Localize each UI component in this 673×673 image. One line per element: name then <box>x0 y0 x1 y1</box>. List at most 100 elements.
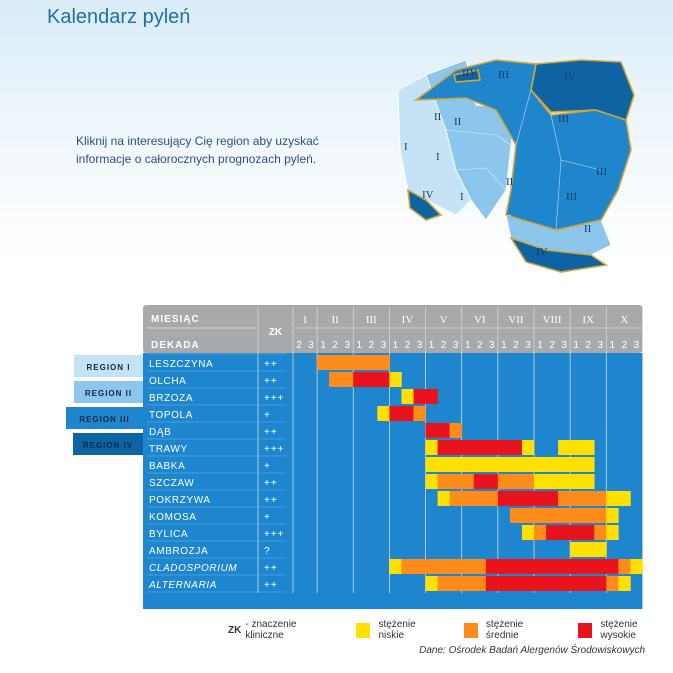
map-region-iv[interactable] <box>407 59 635 273</box>
pollen-cell <box>546 508 559 523</box>
pollen-cell <box>606 508 619 523</box>
decade-label: 3 <box>417 340 423 351</box>
decade-label: 2 <box>405 340 411 351</box>
decade-label: 1 <box>356 340 362 351</box>
plant-zk: ++ <box>264 359 278 370</box>
region-tab[interactable] <box>74 355 143 377</box>
plant-name[interactable]: POKRZYWA <box>149 495 211 506</box>
pollen-cell <box>449 457 462 472</box>
pollen-cell <box>497 576 511 591</box>
pollen-cell <box>606 491 619 506</box>
pollen-cell <box>437 474 450 489</box>
map-label: III <box>566 191 577 203</box>
plant-name[interactable]: TRAWY <box>149 444 188 455</box>
map-label: IV <box>422 189 434 201</box>
map-label: IV <box>536 246 548 258</box>
plant-zk: ? <box>264 546 271 557</box>
pollen-cell <box>582 525 595 540</box>
plant-zk: +++ <box>264 529 285 540</box>
pollen-cell <box>521 508 535 523</box>
plant-zk: ++ <box>264 478 278 489</box>
decade-label: 3 <box>381 340 387 351</box>
pollen-cell <box>461 491 475 506</box>
plant-name[interactable]: TOPOLA <box>149 410 193 421</box>
region-tab-label[interactable]: REGION I <box>86 363 130 372</box>
pollen-cell <box>425 440 438 455</box>
region-tab[interactable] <box>73 433 143 455</box>
pollen-cell <box>341 355 354 370</box>
pollen-cell <box>509 474 523 489</box>
plant-zk: +++ <box>264 393 285 404</box>
pollen-cell <box>509 440 523 455</box>
plant-name[interactable]: ALTERNARIA <box>148 580 217 591</box>
pollen-cell <box>521 491 535 506</box>
region-tab[interactable] <box>66 407 143 429</box>
pollen-cell <box>485 457 499 472</box>
pollen-cell <box>582 542 595 557</box>
pollen-cell <box>317 355 330 370</box>
table-header-bg <box>143 305 643 353</box>
pollen-cell <box>558 474 571 489</box>
map-label: III <box>596 166 607 178</box>
pollen-cell <box>606 525 619 540</box>
region-tab-label[interactable]: REGION III <box>79 415 129 424</box>
pollen-cell <box>594 559 607 574</box>
pollen-cell <box>413 389 426 404</box>
month-label: V <box>440 314 448 326</box>
pollen-cell <box>413 406 426 421</box>
map-region-iii[interactable] <box>413 59 632 231</box>
plant-name[interactable]: KOMOSA <box>149 512 197 523</box>
pollen-cell <box>437 576 450 591</box>
region-tab-label[interactable]: REGION IV <box>83 441 133 450</box>
map-label: I <box>460 191 464 203</box>
pollen-cell <box>521 440 535 455</box>
month-label: II <box>332 314 340 326</box>
decade-label: 3 <box>597 340 603 351</box>
pollen-cell <box>594 542 607 557</box>
plant-name[interactable]: AMBROZJA <box>149 546 208 557</box>
pollen-cell <box>485 559 499 574</box>
month-label: I <box>303 314 307 326</box>
pollen-cell <box>389 372 402 387</box>
plant-name[interactable]: OLCHA <box>149 376 186 387</box>
pollen-cell <box>570 491 583 506</box>
plant-name[interactable]: BABKA <box>149 461 185 472</box>
plant-name[interactable]: BYLICA <box>149 529 188 540</box>
pollen-cell <box>521 559 535 574</box>
pollen-cell <box>485 440 499 455</box>
pollen-cell <box>546 474 559 489</box>
plant-name[interactable]: CLADOSPORIUM <box>149 563 237 574</box>
plant-zk: ++ <box>264 376 278 387</box>
pollen-cell <box>353 372 366 387</box>
pollen-cell <box>509 508 523 523</box>
map-label: II <box>454 116 462 128</box>
legend-zk-text: - znaczenie kliniczne <box>245 619 297 641</box>
pollen-cell <box>570 559 583 574</box>
pollen-cell <box>582 559 595 574</box>
header-zk-label: ZK <box>269 327 283 338</box>
pollen-cell <box>570 576 583 591</box>
pollen-cell <box>558 491 571 506</box>
map-label: III <box>558 113 569 125</box>
pollen-cell <box>329 372 342 387</box>
decade-label: 2 <box>549 340 555 351</box>
pollen-cell <box>449 474 462 489</box>
pollen-cell <box>546 457 559 472</box>
pollen-cell <box>377 355 390 370</box>
pollen-cell <box>485 474 499 489</box>
header-month-label: MIESIĄC <box>151 314 200 325</box>
region-tab-label[interactable]: REGION II <box>85 389 132 398</box>
plant-name[interactable]: LESZCZYNA <box>149 359 213 370</box>
pollen-cell <box>594 491 607 506</box>
plant-name[interactable]: SZCZAW <box>149 478 194 489</box>
pollen-cell <box>534 525 547 540</box>
pollen-cell <box>558 576 571 591</box>
pollen-cell <box>473 474 487 489</box>
plant-zk: + <box>264 410 271 421</box>
pollen-cell <box>582 508 595 523</box>
region-tab[interactable] <box>74 381 143 403</box>
plant-name[interactable]: BRZOZA <box>149 393 193 404</box>
pollen-cell <box>389 559 402 574</box>
plant-name[interactable]: DĄB <box>149 427 171 438</box>
